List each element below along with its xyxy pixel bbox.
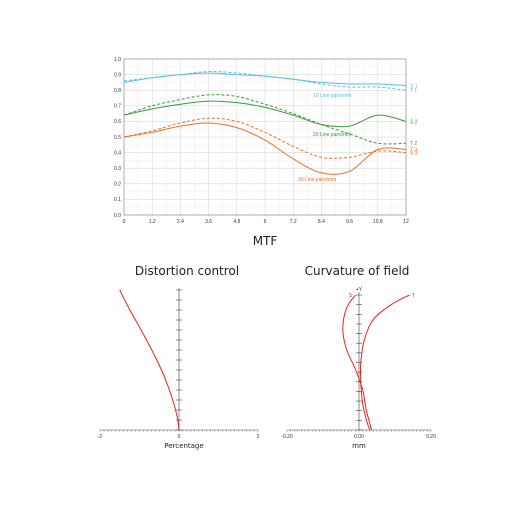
mtf-y-tick-label: 0.4 bbox=[114, 150, 121, 156]
mtf-series-line-t2 bbox=[123, 94, 407, 145]
mtf-y-tick-label: 0.9 bbox=[114, 72, 121, 78]
mtf-y-tick-label: 1.0 bbox=[114, 57, 121, 63]
mtf-y-tick-label: 0.2 bbox=[114, 182, 121, 188]
curvature-y-axis-label: +Y bbox=[356, 287, 363, 293]
mtf-y-tick-label: 0.8 bbox=[114, 88, 121, 94]
mtf-x-tick-labels: 0 1.2 2.4 3.6 4.8 6 7.2 8.4 9.6 10.8 12 bbox=[123, 219, 409, 225]
mtf-x-tick-label: 3.6 bbox=[205, 219, 212, 225]
curvature-title: Curvature of field bbox=[305, 264, 410, 278]
distortion-curve bbox=[119, 289, 180, 431]
distortion-x-tick-labels: -2 0 2 bbox=[98, 434, 260, 440]
mtf-x-tick-label: 12 bbox=[403, 219, 409, 225]
distortion-xlabel: Percentage bbox=[164, 442, 203, 450]
mtf-series-lines bbox=[123, 70, 407, 175]
distortion-title: Distortion control bbox=[135, 264, 239, 278]
mtf-x-tick-label: 1.2 bbox=[149, 219, 156, 225]
distortion-x-tick-label: 2 bbox=[257, 434, 260, 440]
mtf-chart: 0.0 0.1 0.2 0.3 0.4 0.5 0.6 0.7 0.8 0.9 1.0 0 1.2 2.… bbox=[114, 57, 418, 248]
distortion-x-tick-label: -2 bbox=[98, 434, 103, 440]
curvature-x-tick-labels: -0.20 0.00 0.20 bbox=[281, 434, 436, 440]
curvature-minor-ticks bbox=[286, 294, 432, 432]
mtf-y-tick-label: 0.6 bbox=[114, 119, 121, 125]
mtf-series-label: T 1 bbox=[410, 88, 417, 94]
mtf-series-label: S 2 bbox=[410, 119, 418, 125]
mtf-series-label: S 1 bbox=[410, 84, 418, 90]
mtf-y-tick-label: 0.0 bbox=[114, 213, 121, 219]
mtf-x-tick-label: 4.8 bbox=[233, 219, 240, 225]
mtf-y-tick-label: 0.3 bbox=[114, 166, 121, 172]
mtf-y-tick-label: 0.7 bbox=[114, 104, 121, 110]
curvature-curves bbox=[342, 294, 410, 431]
mtf-x-tick-label: 9.6 bbox=[346, 219, 353, 225]
mtf-annotation-10lp: 10 Line pairs/mm bbox=[313, 93, 351, 99]
mtf-y-tick-label: 0.1 bbox=[114, 197, 121, 203]
mtf-x-tick-label: 6 bbox=[264, 219, 267, 225]
curvature-series-label: T bbox=[412, 293, 415, 299]
distortion-chart: Distortion control -2 0 2 Percentage bbox=[98, 264, 260, 450]
mtf-series-line-s2 bbox=[123, 100, 407, 128]
curvature-curve-t bbox=[359, 294, 410, 431]
mtf-y-tick-label: 0.5 bbox=[114, 135, 121, 141]
mtf-x-tick-label: 7.2 bbox=[290, 219, 297, 225]
distortion-x-tick-label: 0 bbox=[178, 434, 181, 440]
mtf-y-tick-labels: 0.0 0.1 0.2 0.3 0.4 0.5 0.6 0.7 0.8 0.9 1.0 bbox=[114, 57, 121, 219]
mtf-grid bbox=[123, 58, 407, 216]
mtf-title: MTF bbox=[253, 234, 278, 248]
mtf-series-line-t1 bbox=[123, 70, 407, 91]
mtf-series-label: T 2 bbox=[410, 141, 417, 147]
mtf-annotation-20lp: 20 Line pairs/mm bbox=[313, 132, 351, 138]
mtf-annotation-30lp: 30 Line pairs/mm bbox=[298, 177, 336, 183]
mtf-series-label: S 3 bbox=[410, 151, 418, 157]
curvature-x-tick-label: -0.20 bbox=[281, 434, 293, 440]
mtf-series-line-t3 bbox=[123, 122, 407, 175]
curvature-curve-s bbox=[342, 294, 373, 431]
curvature-series-label: S bbox=[349, 293, 353, 299]
curvature-x-tick-label: 0.20 bbox=[426, 434, 436, 440]
mtf-x-tick-label: 8.4 bbox=[318, 219, 325, 225]
mtf-series-labels: S 1T 1 S 2 T 2 S 3T 3 bbox=[410, 84, 418, 157]
curvature-x-tick-label: 0.00 bbox=[354, 434, 364, 440]
curvature-xlabel: mm bbox=[352, 442, 366, 450]
mtf-x-tick-label: 0 bbox=[123, 219, 126, 225]
mtf-series-label: T 3 bbox=[410, 147, 417, 153]
mtf-series-line-s3 bbox=[123, 117, 407, 159]
mtf-x-tick-label: 2.4 bbox=[177, 219, 184, 225]
mtf-x-tick-label: 10.8 bbox=[373, 219, 383, 225]
